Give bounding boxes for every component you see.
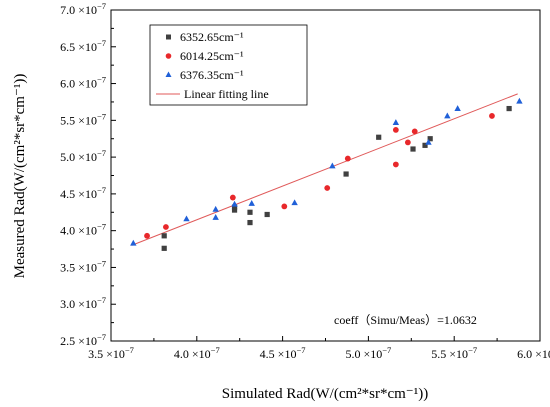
legend: 6352.65cm⁻¹ 6014.25cm⁻¹ 6376.35cm⁻¹ Line… xyxy=(149,24,308,106)
data-point-series-1 xyxy=(343,171,349,177)
data-point-series-3 xyxy=(392,119,400,125)
data-point-series-3 xyxy=(444,112,451,119)
x-tick-label: 3.5 ×10−7 xyxy=(88,345,134,361)
y-tick-label: 2.5 ×10−7 xyxy=(60,332,106,348)
data-point-series-1 xyxy=(376,134,382,140)
data-point-series-3 xyxy=(212,214,219,220)
data-points xyxy=(130,97,523,251)
legend-label-fit-line: Linear fitting line xyxy=(184,87,269,101)
data-point-series-3 xyxy=(516,97,523,104)
data-point-series-1 xyxy=(161,233,167,239)
data-point-series-2 xyxy=(344,155,351,162)
data-point-series-2 xyxy=(229,194,236,201)
legend-marker-triangle xyxy=(165,71,172,77)
x-tick-label: 6.0 ×10−7 xyxy=(517,345,550,361)
y-tick-label: 3.0 ×10−7 xyxy=(60,295,106,311)
data-point-series-1 xyxy=(247,209,253,215)
data-point-series-2 xyxy=(392,126,399,133)
y-tick-label: 5.0 ×10−7 xyxy=(60,148,106,164)
data-point-series-3 xyxy=(130,239,137,246)
data-point-series-1 xyxy=(410,146,416,152)
data-point-series-3 xyxy=(329,162,336,169)
data-point-series-3 xyxy=(425,139,432,145)
legend-marker-circle xyxy=(165,53,172,59)
data-point-series-2 xyxy=(404,139,411,146)
data-point-series-2 xyxy=(392,161,399,168)
data-point-series-2 xyxy=(144,232,150,239)
data-point-series-2 xyxy=(411,128,418,135)
fit-line-layer xyxy=(131,93,518,246)
legend-label-series-1: 6352.65cm⁻¹ xyxy=(180,30,244,44)
data-point-series-1 xyxy=(422,142,428,148)
data-point-series-1 xyxy=(231,204,238,210)
legend-label-series-2: 6014.25cm⁻¹ xyxy=(180,49,244,63)
legend-box xyxy=(149,24,308,106)
y-tick-label: 5.5 ×10−7 xyxy=(60,111,106,127)
y-tick-label: 7.0 ×10−7 xyxy=(60,1,106,17)
data-point-series-1 xyxy=(247,219,253,226)
data-point-series-1 xyxy=(264,211,270,218)
linear-fit-line xyxy=(131,93,518,246)
y-axis-title: Measured Rad(W/(cm²*sr*cm⁻¹)) xyxy=(12,74,28,279)
data-point-series-1 xyxy=(427,136,433,142)
data-point-series-3 xyxy=(212,205,219,212)
y-tick-label: 6.5 ×10−7 xyxy=(60,38,106,54)
y-tick-label: 4.0 ×10−7 xyxy=(60,222,106,238)
data-point-series-1 xyxy=(506,105,512,112)
legend-label-series-3: 6376.35cm⁻¹ xyxy=(180,68,244,82)
coefficient-annotation: coeff（Simu/Meas）=1.0632 xyxy=(334,313,477,327)
data-point-series-2 xyxy=(281,203,288,210)
data-point-series-3 xyxy=(454,105,461,111)
data-point-series-3 xyxy=(291,199,298,206)
y-tick-label: 6.0 ×10−7 xyxy=(60,75,106,91)
axis-ticks: 3.5 ×10−7 4.0 ×10−7 4.5 ×10−7 5.0 ×10−7 5.5 … xyxy=(60,1,550,361)
data-point-series-1 xyxy=(231,207,238,213)
data-point-series-3 xyxy=(248,200,255,206)
data-point-series-1 xyxy=(161,245,167,251)
data-point-series-3 xyxy=(231,200,238,207)
x-tick-label: 5.0 ×10−7 xyxy=(345,345,391,361)
data-point-series-2 xyxy=(489,113,495,119)
y-tick-label: 3.5 ×10−7 xyxy=(60,258,106,274)
x-tick-label: 5.5 ×10−7 xyxy=(431,345,477,361)
data-point-series-2 xyxy=(163,224,169,230)
x-tick-label: 4.5 ×10−7 xyxy=(260,345,306,361)
x-axis-title: Simulated Rad(W/(cm²*sr*cm⁻¹)) xyxy=(222,386,428,402)
legend-marker-square xyxy=(166,34,171,40)
y-tick-label: 4.5 ×10−7 xyxy=(60,185,106,201)
data-point-series-2 xyxy=(324,185,331,191)
data-point-series-3 xyxy=(183,215,190,222)
x-tick-label: 4.0 ×10−7 xyxy=(174,345,220,361)
